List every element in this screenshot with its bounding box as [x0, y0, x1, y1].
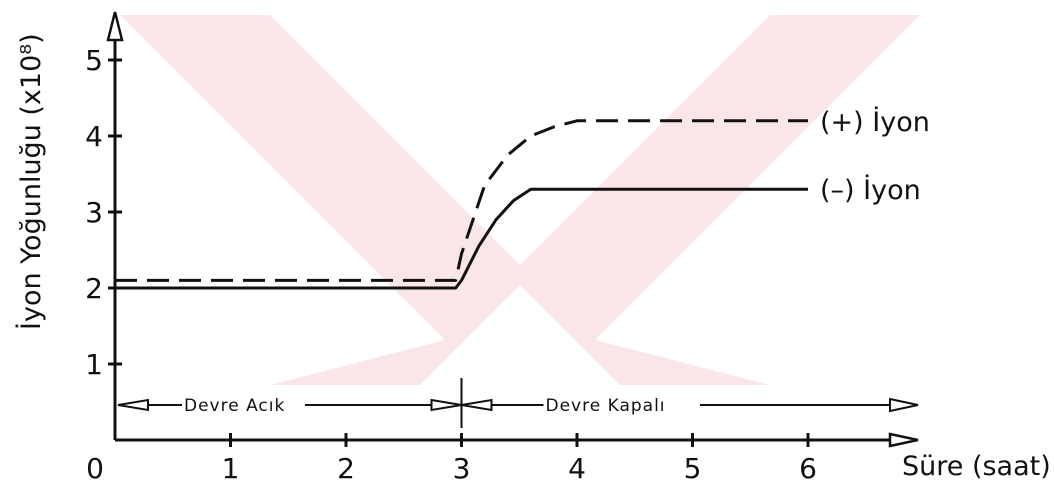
- x-tick-label: 0: [86, 452, 104, 485]
- y-tick-label: 4: [85, 120, 103, 153]
- x-tick-label: 5: [684, 452, 702, 485]
- y-tick-label: 2: [85, 272, 103, 305]
- y-tick-label: 1: [85, 348, 103, 381]
- closed-circuit-label: Devre Kapalı: [546, 396, 666, 416]
- open-left-arrow: [117, 398, 149, 412]
- x-tick-label: 1: [222, 452, 240, 485]
- negative-ion-label: (–) İyon: [820, 174, 921, 206]
- y-axis-arrow: [106, 11, 124, 42]
- y-axis-label: İyon Yoğunluğu (x10⁸): [15, 33, 47, 330]
- y-tick-label: 3: [85, 196, 103, 229]
- x-axis-label: Süre (saat): [902, 451, 1051, 482]
- axes: [106, 11, 919, 448]
- watermark: [120, 15, 920, 385]
- series-layer: (+) İyon (–) İyon: [115, 106, 930, 290]
- open-right-arrow: [430, 398, 462, 412]
- closed-right-arrow: [889, 397, 919, 413]
- x-tick-label: 3: [453, 452, 471, 485]
- x-axis-arrow: [888, 432, 919, 448]
- x-tick-label: 6: [799, 452, 817, 485]
- y-tick-label: 5: [85, 44, 103, 77]
- positive-ion-label: (+) İyon: [820, 106, 930, 138]
- negative-ion-line: [115, 187, 808, 290]
- open-circuit-label: Devre Acık: [184, 396, 285, 416]
- closed-left-arrow: [461, 398, 493, 412]
- annotation-layer: Devre Acık Devre Kapalı: [117, 378, 919, 428]
- x-tick-label: 4: [568, 452, 586, 485]
- ticks: 0 1 2 3 4 5 6 1 2 3 4 5: [85, 44, 817, 485]
- positive-ion-line: [115, 119, 808, 282]
- x-tick-label: 2: [337, 452, 355, 485]
